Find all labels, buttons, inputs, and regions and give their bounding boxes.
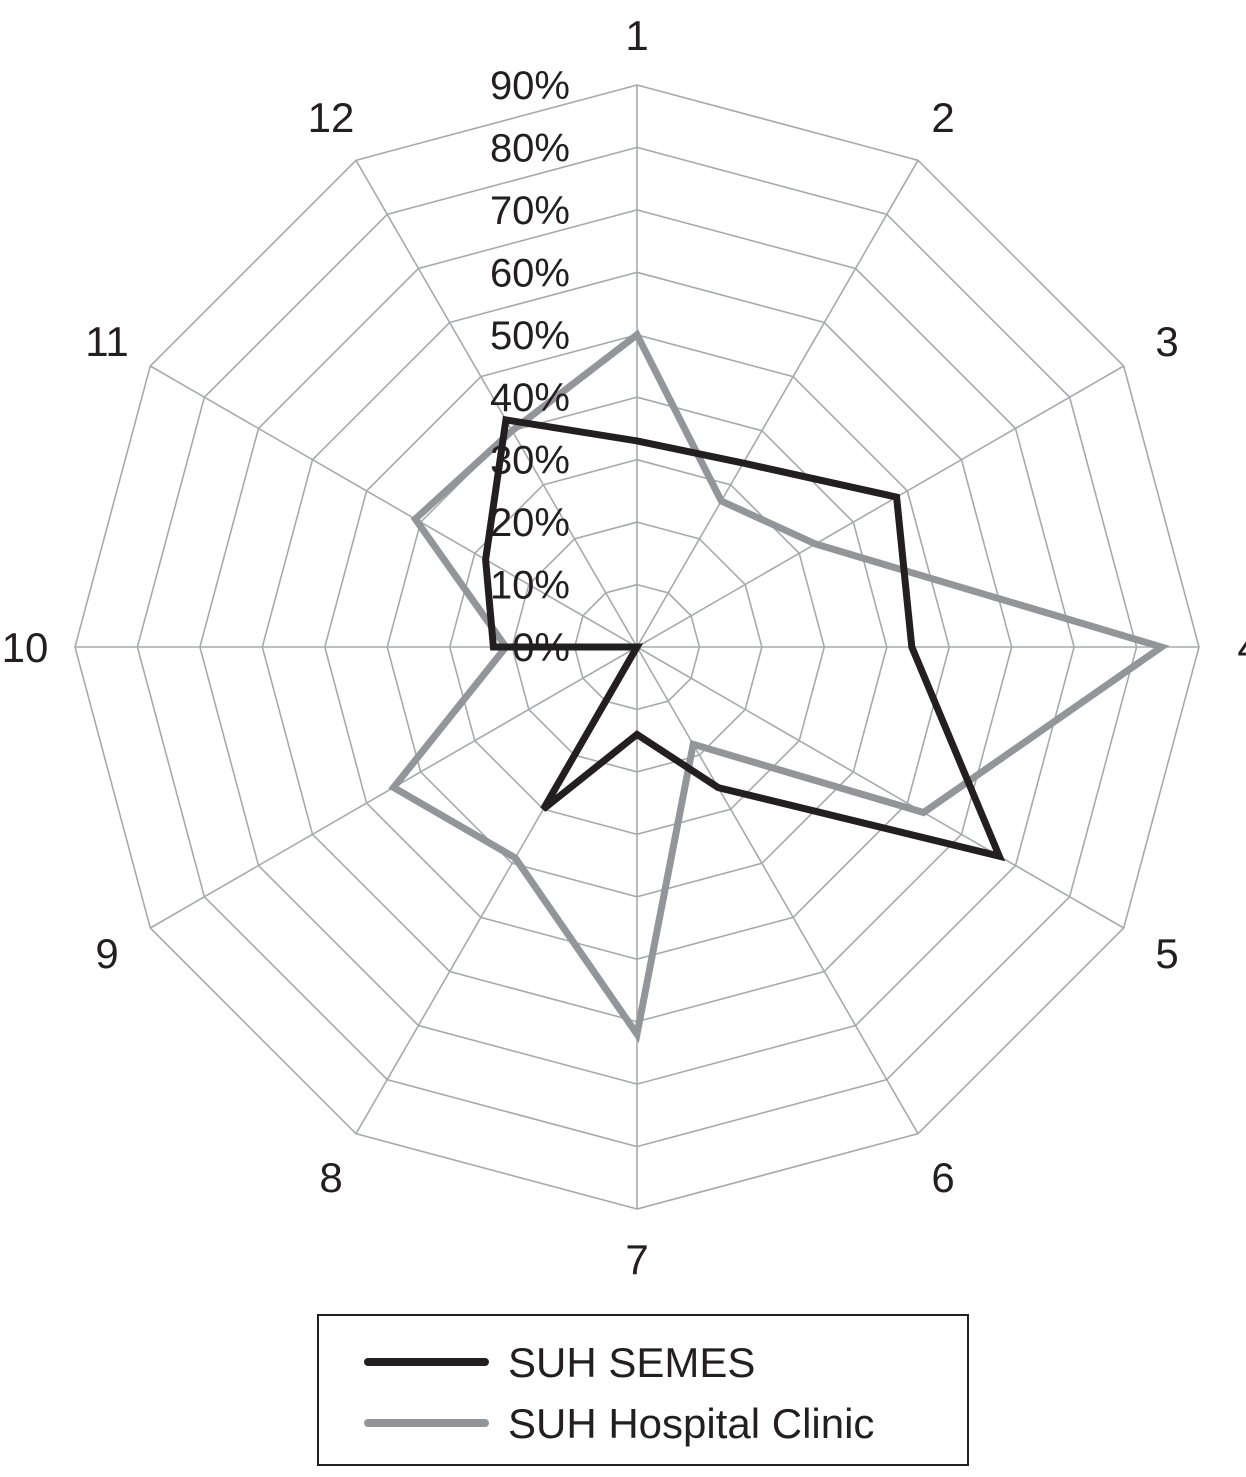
category-label: 7 (625, 1236, 648, 1283)
series-line-suh-semes (482, 415, 1006, 862)
category-label-layer: 123456789101112 (2, 12, 1246, 1283)
radial-tick-label: 30% (490, 439, 570, 483)
tick-layer: 0% 10% 20% 30% 40% 50% 60% 70% 80% 90% (490, 64, 570, 670)
grid-spoke (149, 365, 638, 648)
legend-box (317, 1314, 969, 1466)
category-label: 6 (931, 1154, 954, 1201)
category-label: 9 (95, 930, 118, 977)
radial-tick-label: 50% (490, 314, 570, 358)
category-label: 3 (1155, 318, 1178, 365)
radial-tick-label: 60% (490, 251, 570, 295)
radial-tick-label: 80% (490, 126, 570, 170)
legend: SUH SEMES SUH Hospital Clinic (317, 1314, 969, 1466)
radial-tick-label: 40% (490, 376, 570, 420)
radial-tick-label: 70% (490, 189, 570, 233)
radial-tick-label: 90% (490, 64, 570, 108)
category-label: 2 (931, 94, 954, 141)
grid-spoke (355, 159, 638, 648)
grid-spoke (636, 365, 1125, 648)
category-label: 4 (1237, 624, 1246, 671)
radial-tick-label: 10% (490, 564, 570, 608)
radial-tick-label: 0% (512, 626, 570, 670)
series-layer (388, 329, 1170, 1044)
legend-label-suh-hospital-clinic: SUH Hospital Clinic (508, 1400, 874, 1447)
grid-spoke (636, 646, 919, 1135)
category-label: 5 (1155, 930, 1178, 977)
grid-spoke (636, 159, 919, 648)
category-label: 12 (308, 94, 355, 141)
category-label: 10 (2, 624, 49, 671)
series-line-suh-hospital-clinic (388, 329, 1170, 1044)
radial-tick-label: 20% (490, 501, 570, 545)
legend-label-suh-semes: SUH SEMES (508, 1339, 755, 1386)
grid-spoke (636, 646, 1125, 929)
category-label: 8 (319, 1154, 342, 1201)
category-label: 1 (625, 12, 648, 59)
category-label: 11 (85, 318, 129, 365)
